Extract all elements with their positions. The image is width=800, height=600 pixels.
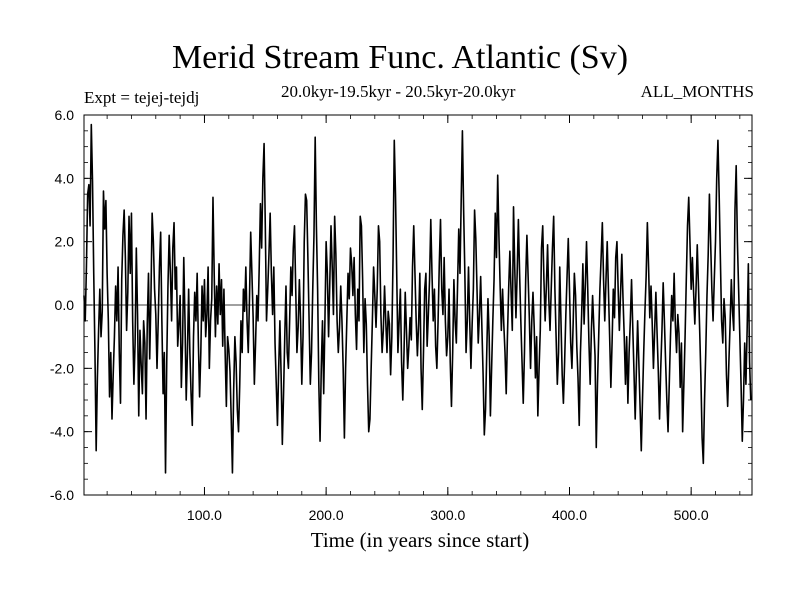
experiment-label: Expt = tejej-tejdj	[84, 88, 200, 107]
y-tick-label: -6.0	[50, 487, 74, 503]
chart-title: Merid Stream Func. Atlantic (Sv)	[171, 39, 629, 76]
y-tick-label: 6.0	[55, 107, 75, 123]
series-layer	[83, 123, 752, 474]
period-label: ALL_MONTHS	[640, 82, 754, 101]
tick-layer: 6.0 4.0 2.0 0.0 -2.0 -4.0 -6.0 100.0 200.0 300.0 4…	[50, 107, 752, 523]
series-line-tejej-tejdj	[83, 123, 752, 474]
chart-subtitle: 20.0kyr-19.5kyr - 20.5kyr-20.0kyr	[281, 82, 516, 101]
x-tick-label: 300.0	[430, 507, 465, 523]
x-tick-label: 500.0	[674, 507, 709, 523]
x-tick-label: 100.0	[187, 507, 222, 523]
x-tick-label: 200.0	[309, 507, 344, 523]
y-tick-label: -2.0	[50, 360, 74, 376]
y-tick-label: -4.0	[50, 424, 74, 440]
y-tick-label: 0.0	[55, 297, 75, 313]
x-tick-label: 400.0	[552, 507, 587, 523]
x-axis-label: Time (in years since start)	[310, 528, 530, 552]
y-tick-label: 2.0	[55, 234, 75, 250]
y-tick-label: 4.0	[55, 170, 75, 186]
